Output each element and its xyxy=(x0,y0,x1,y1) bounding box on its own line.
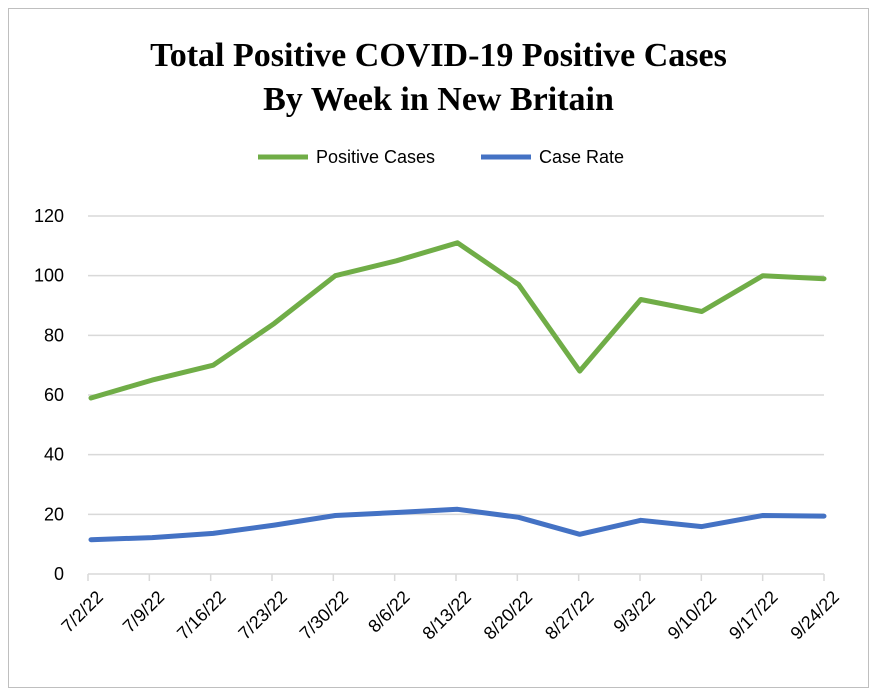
series-lines xyxy=(88,240,827,543)
x-tick-label-6: 8/13/22 xyxy=(418,587,475,644)
legend: Positive Cases Case Rate xyxy=(258,147,624,167)
x-tick-label-11: 9/17/22 xyxy=(725,587,782,644)
x-axis: 7/2/22 7/9/22 7/16/22 7/23/22 7/30/22 8/6/22 8… xyxy=(57,573,843,644)
x-tick-label-9: 9/3/22 xyxy=(609,587,659,637)
y-tick-label-40: 40 xyxy=(44,445,64,465)
x-tick-label-10: 9/10/22 xyxy=(664,587,721,644)
x-tick-label-4: 7/30/22 xyxy=(296,587,353,644)
legend-label-1: Case Rate xyxy=(539,147,624,167)
x-tick-label-8: 8/27/22 xyxy=(541,587,598,644)
y-tick-label-20: 20 xyxy=(44,504,64,524)
x-tick-label-5: 8/6/22 xyxy=(364,587,414,637)
chart-title-line-1: Total Positive COVID-19 Positive Cases xyxy=(150,37,727,74)
gridlines xyxy=(88,215,824,516)
chart-title-line-2: By Week in New Britain xyxy=(263,81,614,118)
x-tick-label-0: 7/2/22 xyxy=(57,587,107,637)
y-tick-label-0: 0 xyxy=(54,564,64,584)
x-tick-label-2: 7/16/22 xyxy=(173,587,230,644)
legend-label-0: Positive Cases xyxy=(316,147,435,167)
y-tick-label-80: 80 xyxy=(44,325,64,345)
x-tick-label-7: 8/20/22 xyxy=(480,587,537,644)
x-tick-label-1: 7/9/22 xyxy=(119,587,169,637)
x-tick-label-3: 7/23/22 xyxy=(234,587,291,644)
x-tick-label-12: 9/24/22 xyxy=(786,587,843,644)
y-tick-label-100: 100 xyxy=(34,266,64,286)
series-line-1 xyxy=(88,506,827,543)
chart-title: Total Positive COVID-19 Positive Cases B… xyxy=(0,34,877,122)
y-tick-label-60: 60 xyxy=(44,385,64,405)
y-tick-label-120: 120 xyxy=(34,206,64,226)
y-axis: 0 20 40 60 80 100 120 xyxy=(34,206,64,584)
series-line-0 xyxy=(88,240,827,401)
